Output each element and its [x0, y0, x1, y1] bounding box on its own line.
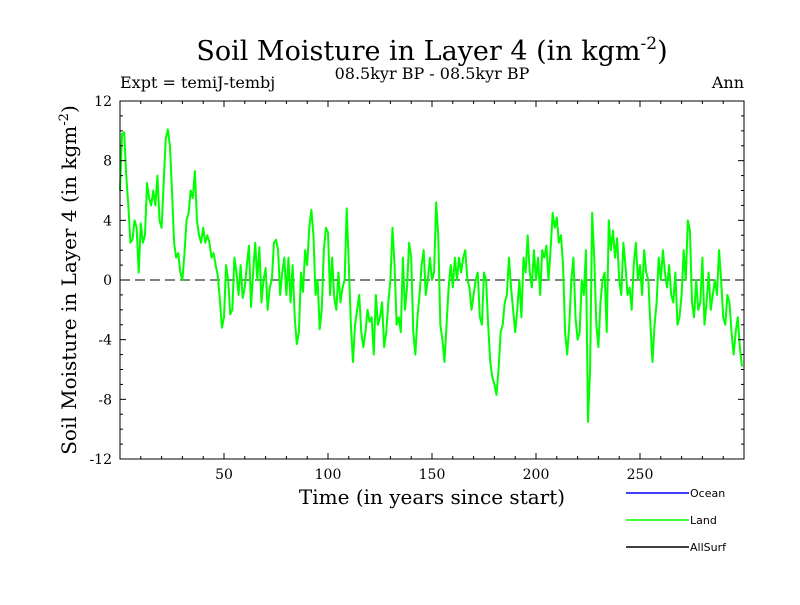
series-layer [119, 128, 743, 423]
x-tick-label: 100 [315, 467, 342, 483]
season-label: Ann [711, 73, 744, 92]
y-tick-label: 8 [103, 154, 112, 170]
y-tick-label: -4 [98, 333, 112, 349]
legend: Ocean Land AllSurf [626, 487, 727, 554]
series-line-land [119, 128, 743, 423]
x-tick-label: 250 [627, 467, 654, 483]
y-tick-label: 0 [103, 273, 112, 289]
x-axis-label: Time (in years since start) [299, 485, 565, 509]
chart-title: Soil Moisture in Layer 4 (in kgm-2) [196, 34, 667, 67]
chart-title-close: ) [657, 36, 668, 67]
period-label: 08.5kyr BP - 08.5kyr BP [335, 64, 530, 83]
y-axis-label: Soil Moisture in Layer 4 (in kgm-2) [57, 105, 81, 455]
y-tick-label: -8 [98, 392, 112, 408]
chart-title-superscript: -2 [641, 34, 658, 54]
x-tick-label: 200 [523, 467, 550, 483]
y-axis-label-superscript: -2 [57, 113, 72, 126]
legend-label-allsurf: AllSurf [690, 541, 727, 554]
y-tick-label: -12 [89, 452, 112, 468]
y-tick-label: 4 [103, 213, 112, 229]
legend-label-land: Land [690, 514, 717, 527]
legend-label-ocean: Ocean [690, 487, 725, 500]
ticks-layer: 12 8 4 0 -4 -8 -12 50 100 150 200 250 [89, 94, 744, 483]
experiment-label: Expt = temiJ-tembj [120, 73, 275, 92]
y-axis-label-close: ) [57, 105, 81, 113]
y-tick-label: 12 [94, 94, 112, 110]
x-tick-label: 150 [419, 467, 446, 483]
x-tick-label: 50 [215, 467, 233, 483]
